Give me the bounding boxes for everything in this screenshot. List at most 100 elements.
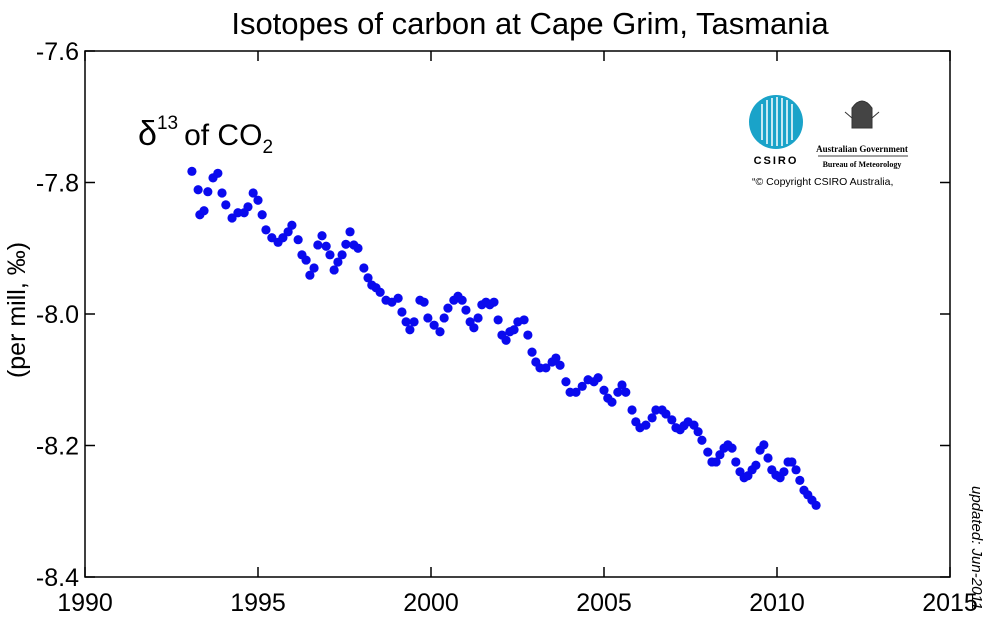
data-point (278, 233, 288, 243)
annotation: δ13 of CO2 (138, 113, 273, 158)
data-point (519, 315, 529, 325)
data-point (317, 231, 327, 241)
data-point (493, 315, 503, 325)
data-point (309, 263, 319, 273)
data-point (341, 239, 351, 249)
data-point (457, 295, 467, 305)
data-point (527, 347, 537, 357)
data-point (661, 409, 671, 419)
annotation-symbol: δ (138, 115, 157, 153)
data-point (257, 210, 267, 220)
data-point (693, 427, 703, 437)
data-point (363, 273, 373, 283)
data-point (759, 440, 769, 450)
data-point (697, 435, 707, 445)
annotation-subscript: 2 (262, 137, 273, 158)
data-point (353, 243, 363, 253)
data-point (405, 325, 415, 335)
annotation-superscript: 13 (157, 113, 178, 134)
data-point (217, 188, 227, 198)
data-point (667, 415, 677, 425)
data-point (787, 457, 797, 467)
data-point (577, 381, 587, 391)
data-point (253, 195, 263, 205)
data-point (329, 265, 339, 275)
data-point (571, 387, 581, 397)
data-point (293, 235, 303, 245)
y-tick-label: -8.2 (36, 433, 79, 461)
y-tick-label: -7.8 (36, 170, 79, 198)
data-point (325, 250, 335, 260)
data-point (461, 305, 471, 315)
y-tick-label: -8.4 (36, 564, 79, 592)
data-point (227, 213, 237, 223)
data-point (429, 320, 439, 330)
data-point (593, 373, 603, 383)
csiro-text: CSIRO (754, 155, 799, 167)
data-point (287, 220, 297, 230)
data-point (345, 227, 355, 237)
data-point (617, 380, 627, 390)
bureau-text: Bureau of Meteorology (823, 160, 902, 169)
data-point (423, 313, 433, 323)
data-point (689, 420, 699, 430)
data-point (305, 270, 315, 280)
copyright-text: “© Copyright CSIRO Australia, (752, 176, 893, 188)
data-point (791, 465, 801, 475)
x-tick-label: 2000 (403, 589, 459, 617)
data-point (541, 363, 551, 373)
data-point (313, 240, 323, 250)
data-point (473, 313, 483, 323)
data-point (443, 303, 453, 313)
crest (844, 100, 880, 129)
data-point (555, 360, 565, 370)
data-point (509, 325, 519, 335)
x-tick-label: 2015 (922, 589, 978, 617)
data-point (401, 317, 411, 327)
data-point (375, 287, 385, 297)
y-axis-label: (per mill, ‰) (3, 242, 31, 378)
data-point (301, 255, 311, 265)
updated-note: updated: Jun-2011 (968, 486, 985, 610)
data-point (439, 313, 449, 323)
data-point (599, 385, 609, 395)
x-tick-label: 2010 (749, 589, 805, 617)
data-point (727, 443, 737, 453)
government-text: Australian Government (816, 144, 908, 154)
data-point (731, 457, 741, 467)
data-point (243, 202, 253, 212)
csiro-logo (749, 95, 803, 149)
data-point (551, 353, 561, 363)
data-point (763, 453, 773, 463)
data-point (199, 206, 209, 216)
csiro-stripes (761, 97, 793, 146)
data-point (333, 257, 343, 267)
data-point (641, 420, 651, 430)
data-point (337, 250, 347, 260)
x-tick-label: 1990 (57, 589, 113, 617)
data-point (435, 327, 445, 337)
data-point (397, 307, 407, 317)
data-point (248, 188, 258, 198)
data-point (419, 297, 429, 307)
data-point (469, 323, 479, 333)
annotation-text: of CO (184, 119, 262, 152)
data-point (627, 405, 637, 415)
data-point (193, 185, 203, 195)
data-point (711, 457, 721, 467)
data-point (561, 377, 571, 387)
data-point (501, 335, 511, 345)
data-point (811, 500, 821, 510)
data-point (751, 460, 761, 470)
data-point (703, 447, 713, 457)
data-point (213, 168, 223, 178)
x-tick-label: 1995 (230, 589, 286, 617)
data-point (523, 330, 533, 340)
chart-title: Isotopes of carbon at Cape Grim, Tasmani… (231, 6, 829, 41)
data-point (321, 241, 331, 251)
data-point (795, 475, 805, 485)
data-point (187, 166, 197, 176)
data-point (621, 387, 631, 397)
data-point (393, 293, 403, 303)
